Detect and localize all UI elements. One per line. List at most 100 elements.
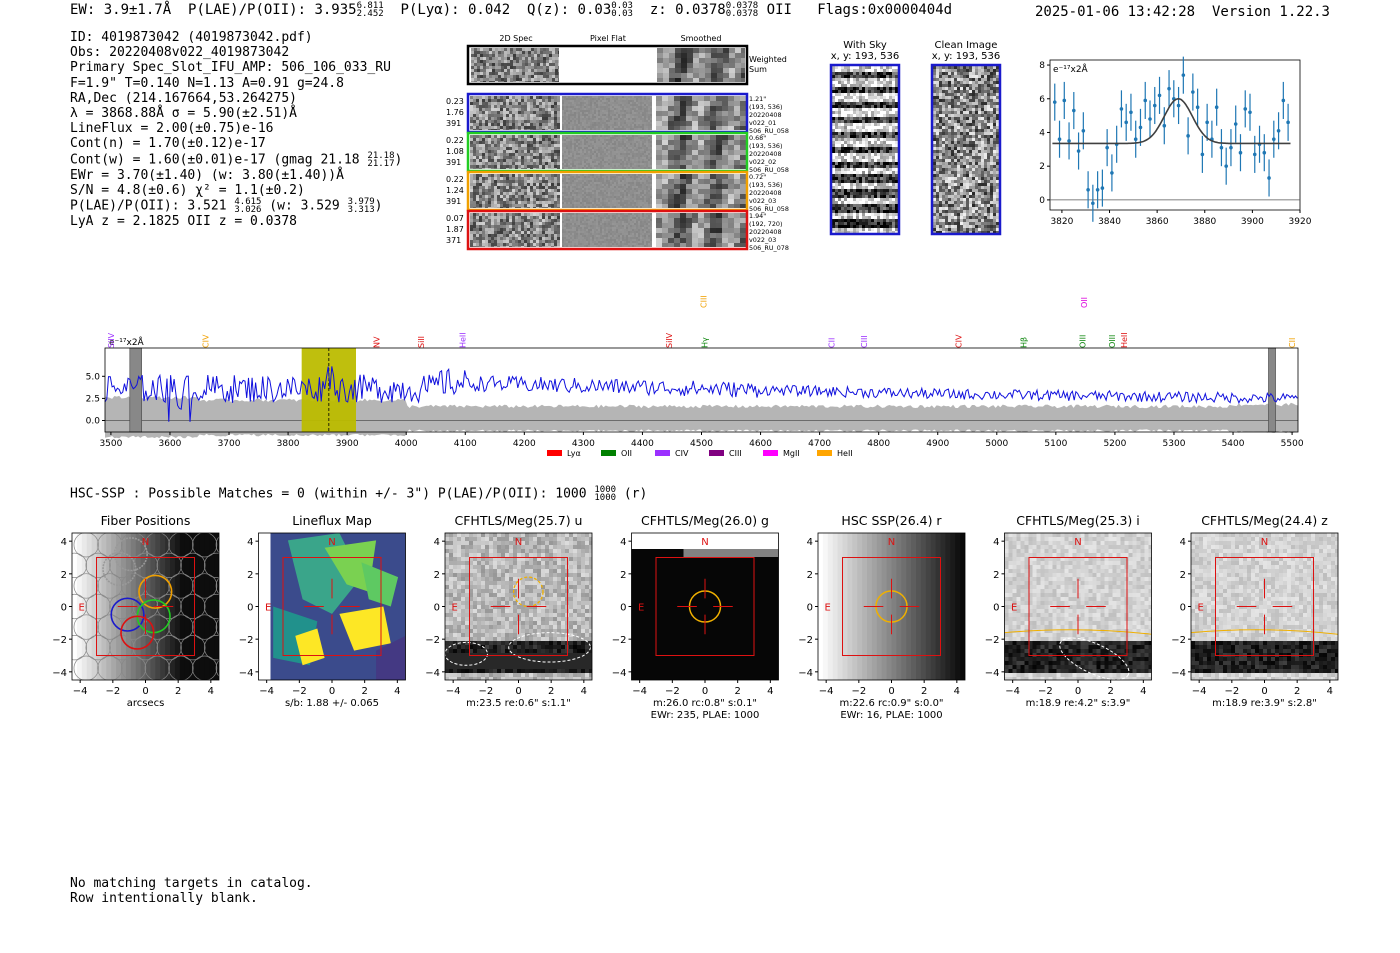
noise-pixel: [527, 108, 530, 111]
noise-pixel: [479, 195, 482, 198]
noise-pixel: [636, 106, 638, 108]
noise-pixel: [498, 51, 501, 54]
noise-pixel: [510, 81, 513, 82]
noise-pixel: [590, 194, 592, 196]
noise-pixel: [524, 135, 527, 138]
noise-pixel: [626, 128, 628, 130]
noise-pixel: [537, 75, 540, 78]
noise-pixel: [614, 223, 616, 225]
smooth-pixel: [692, 140, 698, 145]
noise-pixel: [644, 180, 646, 182]
noise-pixel: [562, 149, 564, 151]
noise-pixel: [630, 114, 632, 116]
noise-pixel: [614, 143, 616, 145]
smooth-pixel: [705, 63, 711, 68]
noise-pixel: [598, 153, 600, 155]
noise-pixel: [503, 219, 506, 222]
noise-pixel: [606, 141, 608, 143]
noise-pixel: [518, 186, 521, 189]
noise-pixel: [642, 151, 644, 153]
smooth-pixel: [722, 116, 728, 121]
noise-pixel: [545, 150, 548, 153]
noise-pixel: [604, 112, 606, 114]
noise-pixel: [480, 75, 483, 78]
noise-pixel: [580, 227, 582, 229]
noise-pixel: [574, 223, 576, 225]
noise-pixel: [473, 225, 476, 228]
noise-pixel: [497, 189, 500, 192]
noise-pixel: [648, 135, 650, 137]
noise-pixel: [610, 112, 612, 114]
noise-pixel: [477, 63, 480, 66]
noise-pixel: [636, 122, 638, 124]
noise-pixel: [610, 229, 612, 231]
noise-pixel: [644, 200, 646, 202]
noise-pixel: [600, 202, 602, 204]
smooth-pixel: [686, 121, 692, 126]
noise-pixel: [479, 240, 482, 243]
noise-pixel: [640, 198, 642, 200]
smooth-pixel: [656, 135, 662, 140]
smooth-pixel: [686, 160, 692, 165]
noise-pixel: [512, 102, 515, 105]
noise-pixel: [562, 151, 564, 153]
noise-pixel: [572, 229, 574, 231]
noise-pixel: [542, 204, 545, 207]
noise-pixel: [518, 159, 521, 162]
noise-pixel: [618, 180, 620, 182]
noise-pixel: [479, 147, 482, 150]
noise-pixel: [543, 72, 546, 75]
noise-pixel: [539, 216, 542, 219]
noise-pixel: [528, 51, 531, 54]
noise-pixel: [494, 195, 497, 198]
noise-pixel: [570, 157, 572, 159]
noise-pixel: [555, 48, 558, 51]
noise-pixel: [473, 234, 476, 237]
smooth-pixel: [693, 53, 699, 58]
noise-pixel: [519, 72, 522, 75]
noise-pixel: [516, 66, 519, 69]
noise-pixel: [564, 108, 566, 110]
noise-pixel: [606, 137, 608, 139]
noise-pixel: [536, 114, 539, 117]
noise-pixel: [562, 174, 564, 176]
noise-pixel: [600, 139, 602, 141]
noise-pixel: [582, 126, 584, 128]
noise-pixel: [506, 138, 509, 141]
noise-pixel: [614, 219, 616, 221]
noise-pixel: [590, 184, 592, 186]
smooth-pixel: [740, 145, 746, 150]
noise-pixel: [612, 202, 614, 204]
noise-pixel: [644, 122, 646, 124]
noise-pixel: [606, 108, 608, 110]
noise-pixel: [584, 165, 586, 167]
noise-pixel: [562, 153, 564, 155]
noise-pixel: [570, 128, 572, 130]
noise-pixel: [536, 108, 539, 111]
noise-pixel: [476, 192, 479, 195]
noise-pixel: [614, 141, 616, 143]
noise-pixel: [503, 189, 506, 192]
noise-pixel: [477, 72, 480, 75]
noise-pixel: [564, 204, 566, 206]
noise-pixel: [612, 223, 614, 225]
noise-pixel: [636, 215, 638, 217]
noise-pixel: [624, 188, 626, 190]
noise-pixel: [614, 206, 616, 208]
smooth-pixel: [663, 68, 669, 73]
noise-pixel: [586, 118, 588, 120]
noise-pixel: [536, 111, 539, 114]
noise-pixel: [578, 229, 580, 231]
noise-pixel: [580, 128, 582, 130]
noise-pixel: [578, 104, 580, 106]
noise-pixel: [488, 231, 491, 234]
smooth-pixel: [722, 96, 728, 101]
noise-pixel: [574, 161, 576, 163]
noise-pixel: [536, 138, 539, 141]
noise-pixel: [518, 225, 521, 228]
noise-pixel: [592, 135, 594, 137]
noise-pixel: [596, 122, 598, 124]
noise-pixel: [518, 222, 521, 225]
noise-pixel: [536, 231, 539, 234]
noise-pixel: [626, 147, 628, 149]
